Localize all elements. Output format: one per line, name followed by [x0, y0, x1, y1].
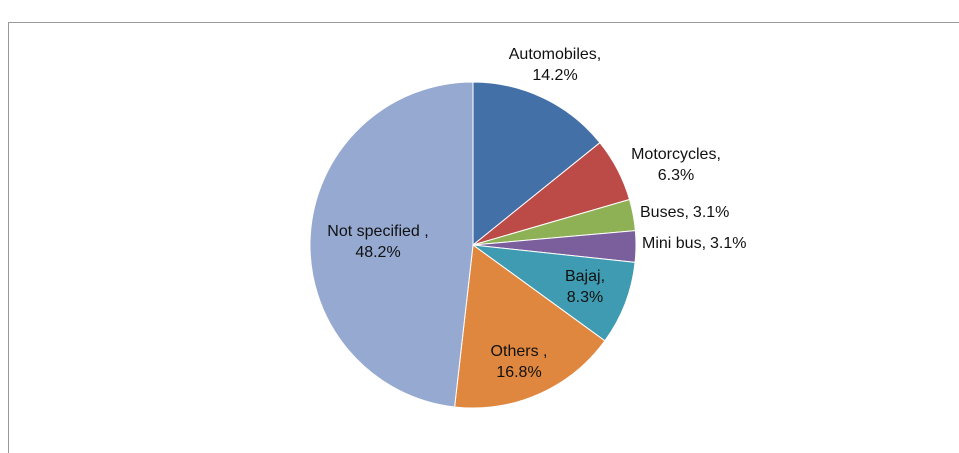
- pie-slice: [309, 81, 474, 408]
- slice-label: Buses,: [640, 204, 689, 221]
- pie-slice: [454, 244, 606, 409]
- slice-value-label: 14.2%: [532, 67, 577, 84]
- slice-label-group: Buses, 3.1%: [640, 204, 729, 221]
- slice-value-label: 3.1%: [693, 204, 729, 221]
- slice-value-label: 3.1%: [710, 235, 746, 252]
- slice-value-label: 16.8%: [496, 364, 541, 381]
- slice-label: Others ,: [491, 343, 548, 360]
- slice-label: Automobiles,: [509, 46, 602, 63]
- pie-slice: [472, 81, 601, 247]
- slice-value-label: 6.3%: [658, 167, 694, 184]
- slice-label: Motorcycles,: [631, 146, 721, 163]
- slice-label: Not specified ,: [327, 223, 428, 240]
- slice-label-group: Mini bus, 3.1%: [642, 235, 747, 252]
- slice-value-label: 8.3%: [567, 289, 603, 306]
- slice-label: Bajaj,: [565, 268, 605, 285]
- slice-value-label: 48.2%: [355, 244, 400, 261]
- slice-label: Mini bus,: [642, 235, 706, 252]
